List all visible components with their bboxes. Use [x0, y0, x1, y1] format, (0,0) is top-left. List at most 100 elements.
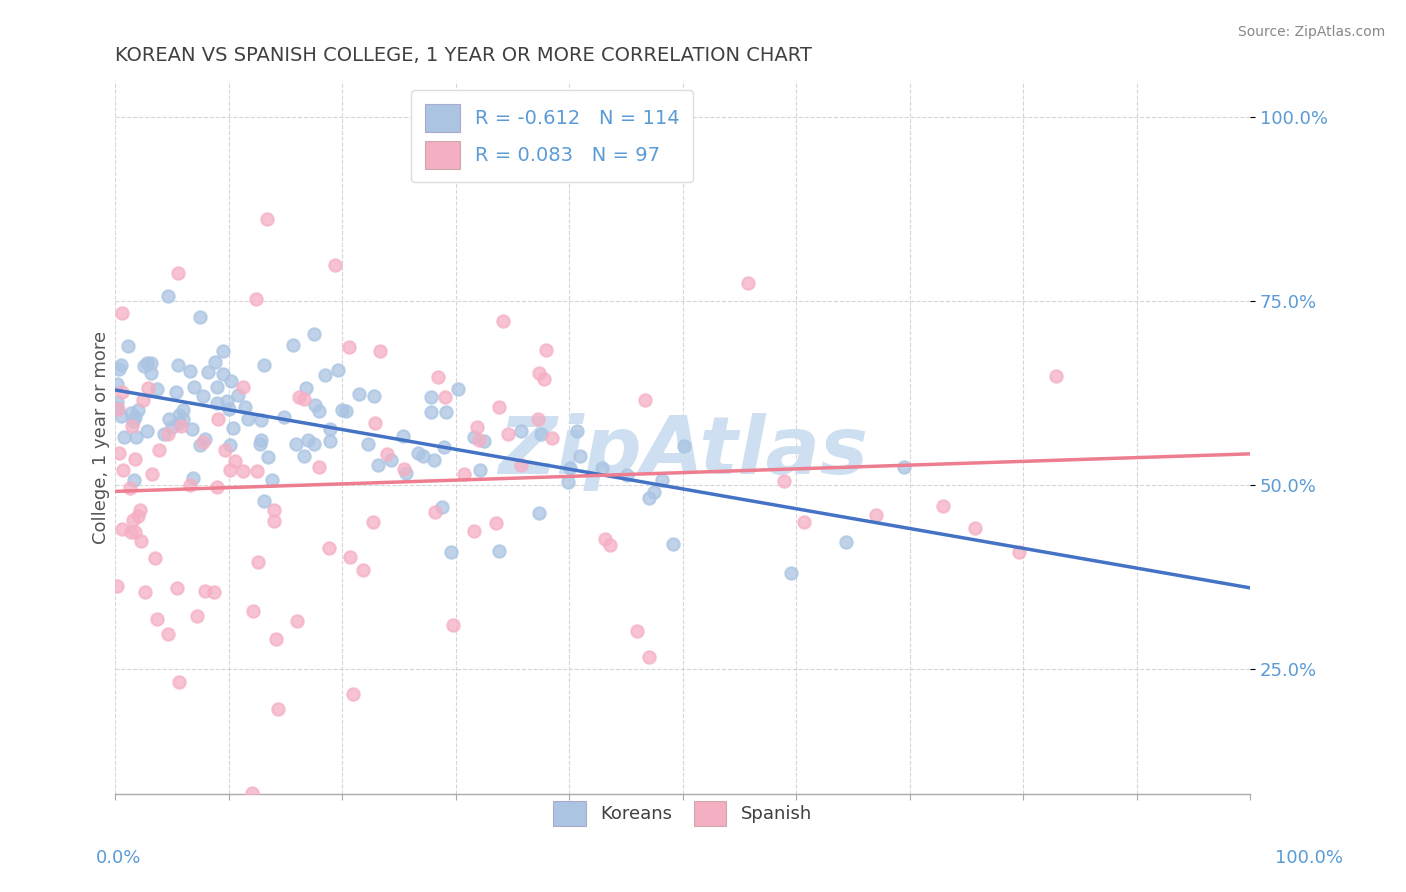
Point [496, 426, 519, 441]
Point [214, 443, 236, 458]
Point [453, 467, 475, 482]
Point [166, 582, 188, 596]
Point [242, 604, 264, 618]
Point [591, 460, 613, 475]
Point [468, 463, 491, 477]
Point [253, 494, 276, 508]
Point [240, 786, 263, 800]
Point [107, 402, 129, 417]
Point [440, 545, 463, 559]
Point [222, 421, 245, 435]
Point [224, 454, 246, 468]
Point [148, 443, 170, 458]
Point [194, 583, 217, 598]
Point [125, 430, 148, 444]
Point [111, 305, 134, 319]
Point [256, 211, 278, 226]
Point [197, 365, 219, 379]
Point [427, 369, 450, 384]
Point [283, 338, 305, 352]
Point [308, 404, 330, 418]
Point [226, 388, 249, 402]
Point [250, 413, 273, 427]
Point [295, 381, 318, 395]
Point [172, 402, 194, 417]
Point [423, 453, 446, 467]
Point [485, 516, 508, 531]
Point [419, 404, 441, 418]
Point [267, 701, 290, 715]
Point [122, 473, 145, 487]
Point [118, 481, 141, 495]
Point [318, 541, 340, 555]
Point [368, 343, 391, 358]
Point [527, 366, 550, 380]
Point [319, 434, 342, 448]
Point [218, 401, 240, 416]
Point [120, 406, 142, 420]
Point [152, 427, 174, 442]
Point [412, 449, 434, 463]
Text: KOREAN VS SPANISH COLLEGE, 1 YEAR OR MORE CORRELATION CHART: KOREAN VS SPANISH COLLEGE, 1 YEAR OR MOR… [115, 46, 813, 65]
Point [308, 460, 330, 475]
Point [488, 400, 510, 414]
Point [179, 364, 201, 378]
Point [593, 533, 616, 547]
Legend: Koreans, Spanish: Koreans, Spanish [540, 788, 825, 838]
Point [120, 524, 142, 539]
Point [1008, 545, 1031, 559]
Point [232, 465, 254, 479]
Point [349, 386, 371, 401]
Point [363, 389, 385, 403]
Point [124, 451, 146, 466]
Point [181, 422, 204, 436]
Point [565, 424, 588, 438]
Point [124, 524, 146, 539]
Point [835, 535, 858, 549]
Point [134, 585, 156, 599]
Point [167, 417, 190, 431]
Point [235, 400, 257, 414]
Point [423, 505, 446, 519]
Point [157, 627, 180, 641]
Point [127, 402, 149, 417]
Point [250, 433, 273, 447]
Point [110, 409, 132, 424]
Point [339, 550, 361, 565]
Point [246, 555, 269, 569]
Point [202, 584, 225, 599]
Point [634, 393, 657, 408]
Point [205, 380, 228, 394]
Point [111, 385, 134, 400]
Point [245, 293, 267, 307]
Point [527, 412, 550, 426]
Point [643, 484, 665, 499]
Point [157, 412, 180, 426]
Point [110, 358, 132, 372]
Point [186, 609, 208, 624]
Point [326, 363, 349, 377]
Point [143, 551, 166, 566]
Point [105, 401, 128, 416]
Point [169, 418, 191, 433]
Point [434, 405, 457, 419]
Point [215, 394, 238, 409]
Point [463, 524, 485, 538]
Point [136, 356, 159, 370]
Point [364, 416, 387, 430]
Point [139, 366, 162, 380]
Point [302, 326, 325, 341]
Point [132, 359, 155, 373]
Point [191, 435, 214, 450]
Point [292, 449, 315, 463]
Point [121, 418, 143, 433]
Point [285, 614, 308, 628]
Point [160, 420, 183, 434]
Point [111, 523, 134, 537]
Point [167, 408, 190, 422]
Point [207, 411, 229, 425]
Point [342, 687, 364, 701]
Point [273, 409, 295, 424]
Point [357, 437, 380, 451]
Point [105, 402, 128, 417]
